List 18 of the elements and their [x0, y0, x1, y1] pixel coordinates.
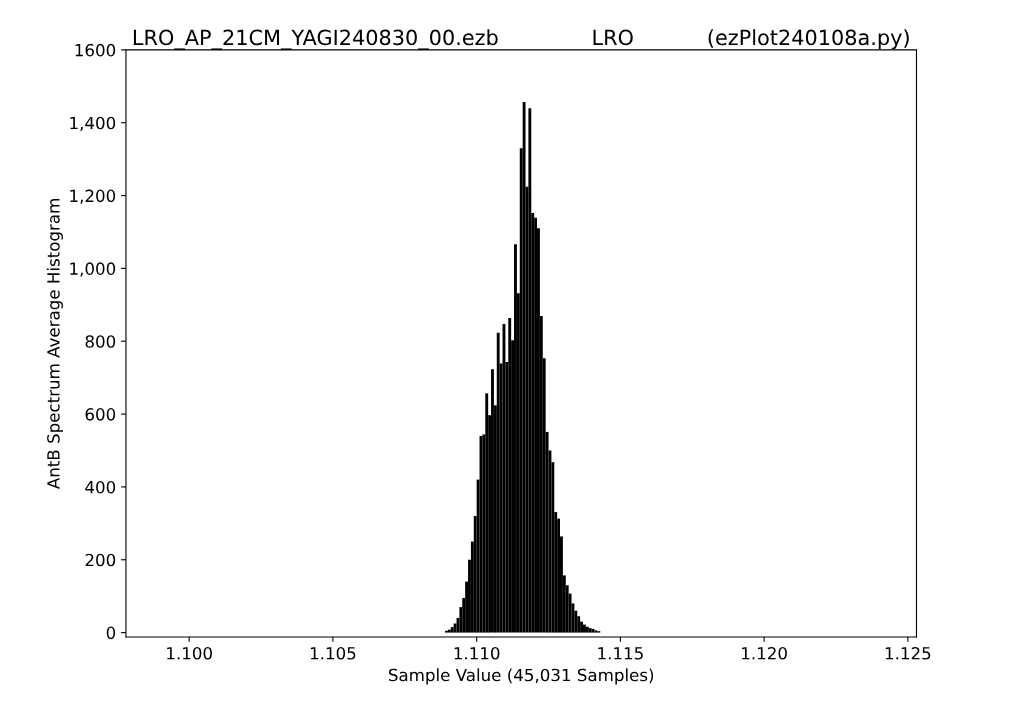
- x-tick-label: 1.120: [742, 646, 787, 660]
- y-tick-label: 800: [85, 335, 116, 348]
- x-tick-label: 1.115: [598, 647, 643, 660]
- y-tick-label: 1600: [75, 43, 116, 57]
- y-tick-label: 1,000: [70, 262, 116, 277]
- x-tick-label: 1.125: [885, 646, 931, 660]
- y-tick-label: 600: [85, 408, 116, 421]
- x-tick-label: 1.100: [167, 646, 212, 660]
- x-axis-title: Sample Value (45,031 Samples): [388, 668, 654, 685]
- y-axis-title: AntB Spectrum Average Histogram: [46, 199, 63, 490]
- x-tick-label: 1.105: [310, 646, 356, 660]
- x-tick-label: 1.110: [454, 646, 500, 660]
- chart-title: LRO_AP_21CM_YAGI240830_00.ezb LRO (ezPlot240108a.py): [133, 29, 909, 50]
- y-tick-label: 200: [85, 553, 116, 567]
- y-tick-label: 400: [85, 480, 116, 494]
- y-tick-label: 1,200: [70, 189, 116, 204]
- y-tick-label: 0: [106, 626, 116, 640]
- y-tick-label: 1,400: [70, 116, 116, 131]
